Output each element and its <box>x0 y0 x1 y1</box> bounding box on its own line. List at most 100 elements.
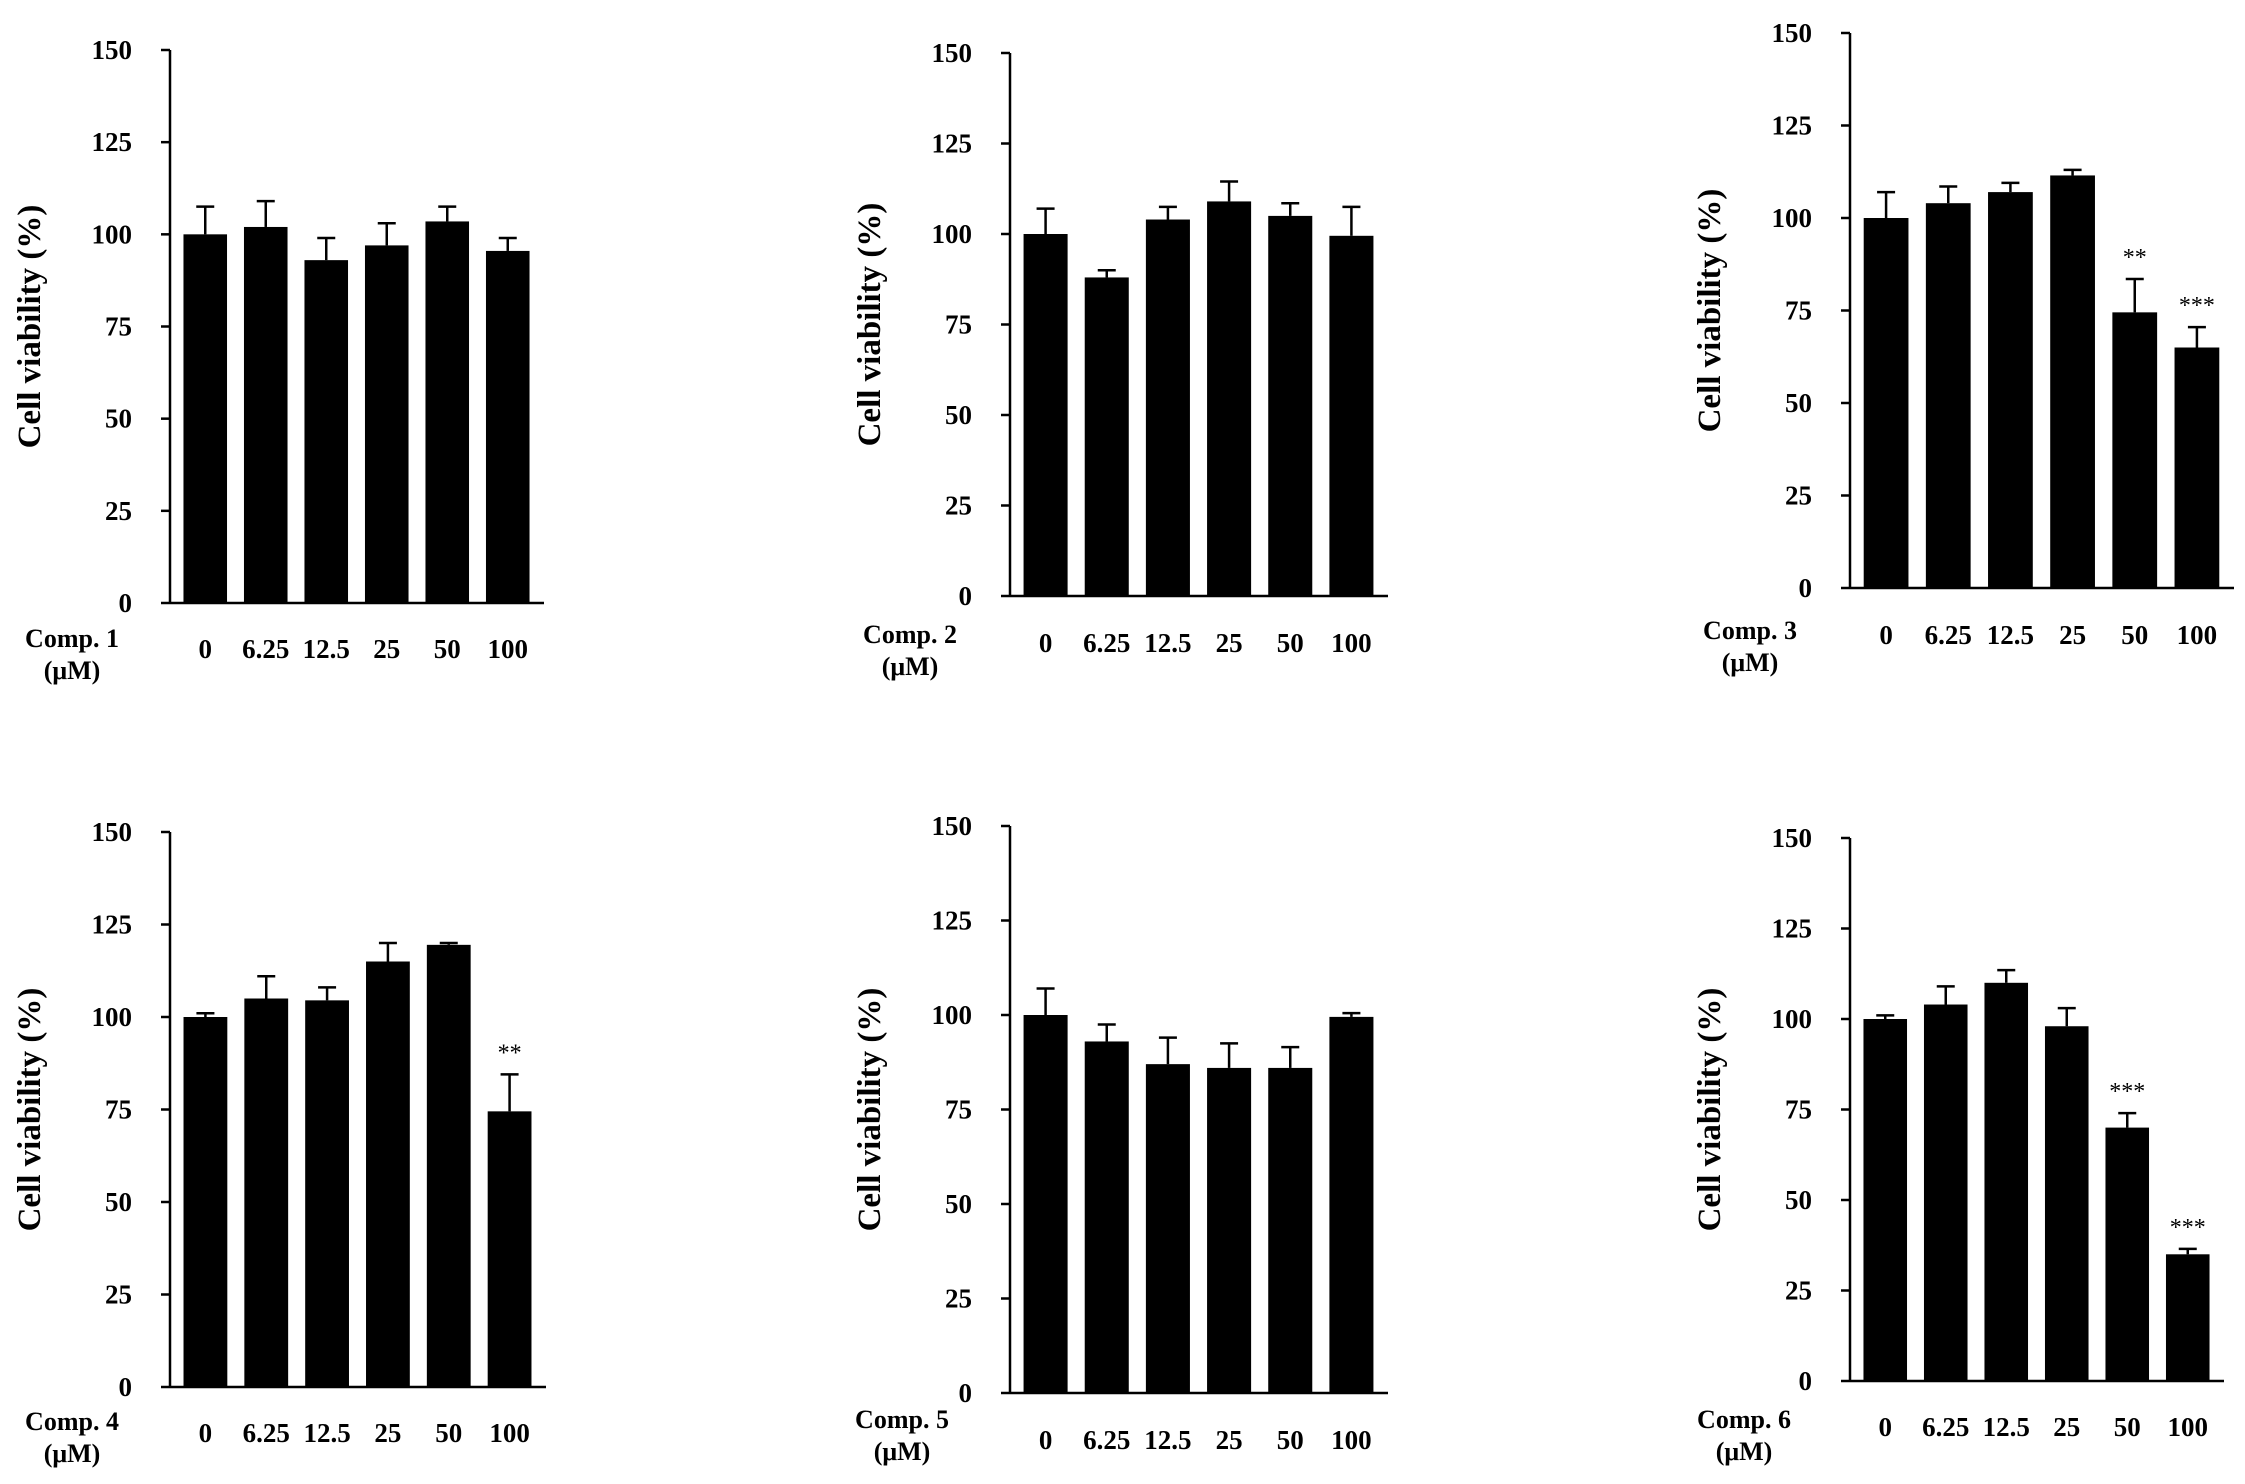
significance-label: *** <box>2179 293 2215 319</box>
x-tick-label: 25 <box>373 634 400 664</box>
unit-label: (μM) <box>44 656 101 685</box>
x-tick-label: 6.25 <box>1083 628 1130 658</box>
x-tick-label: 100 <box>488 634 529 664</box>
y-tick-label: 0 <box>119 1372 133 1402</box>
chart-panel-4: 0 25 50 75 100 125 150 Cell viability (%) 0 6.25 1… <box>12 817 546 1468</box>
bar-25 <box>2050 175 2095 588</box>
bar-6.25 <box>1084 1041 1129 1393</box>
y-tick-label: 125 <box>1772 111 1813 141</box>
bar-50 <box>2105 1127 2150 1381</box>
y-tick-label: 50 <box>1785 388 1812 418</box>
y-tick-label: 75 <box>105 1095 132 1125</box>
bar-12.5 <box>304 260 349 603</box>
unit-label: (μM) <box>882 652 939 681</box>
y-tick-label: 150 <box>92 35 133 65</box>
y-axis-title: Cell viability (%) <box>12 988 48 1232</box>
x-tick-label: 50 <box>1277 1425 1304 1455</box>
bar-50 <box>426 944 471 1387</box>
y-tick-label: 0 <box>1799 573 1813 603</box>
bar-100 <box>485 250 530 603</box>
significance-label: *** <box>2109 1079 2145 1105</box>
unit-label: (μM) <box>1716 1437 1773 1466</box>
bar-100 <box>487 1111 532 1387</box>
y-tick-label: 150 <box>932 811 973 841</box>
x-tick-label: 25 <box>1216 1425 1243 1455</box>
y-tick-label: 100 <box>92 1002 133 1032</box>
y-tick-label: 150 <box>1772 823 1813 853</box>
significance-label: *** <box>2170 1215 2206 1241</box>
x-tick-label: 12.5 <box>303 634 350 664</box>
x-tick-label: 12.5 <box>1983 1412 2030 1442</box>
unit-label: (μM) <box>874 1437 931 1466</box>
x-tick-label: 0 <box>1039 628 1053 658</box>
x-tick-label: 12.5 <box>1987 620 2034 650</box>
bar-6.25 <box>243 226 288 603</box>
unit-label: (μM) <box>44 1439 101 1468</box>
x-tick-label: 50 <box>435 1418 462 1448</box>
y-tick-label: 0 <box>959 1378 973 1408</box>
x-tick-label: 25 <box>1216 628 1243 658</box>
x-tick-label: 50 <box>1277 628 1304 658</box>
bar-12.5 <box>1988 192 2033 588</box>
bar-0 <box>183 1017 228 1387</box>
x-tick-label: 12.5 <box>1144 628 1191 658</box>
y-tick-label: 150 <box>92 817 133 847</box>
y-axis-title: Cell viability (%) <box>852 203 888 447</box>
group-label: Comp. 5 <box>855 1405 949 1434</box>
bar-6.25 <box>244 998 289 1387</box>
y-axis-title: Cell viability (%) <box>852 988 888 1232</box>
y-tick-label: 50 <box>945 1189 972 1219</box>
x-tick-label: 100 <box>489 1418 530 1448</box>
bar-25 <box>1207 1067 1252 1393</box>
bar-0 <box>1023 1015 1068 1393</box>
bar-12.5 <box>1145 219 1190 596</box>
x-tick-label: 25 <box>2059 620 2086 650</box>
x-tick-label: 0 <box>1879 620 1893 650</box>
bar-12.5 <box>1984 982 2029 1381</box>
bar-25 <box>2044 1026 2089 1381</box>
group-label: Comp. 1 <box>25 624 119 653</box>
y-tick-label: 0 <box>1799 1366 1813 1396</box>
x-tick-label: 6.25 <box>243 1418 290 1448</box>
y-tick-label: 150 <box>1772 18 1813 48</box>
x-tick-label: 100 <box>2177 620 2218 650</box>
y-tick-label: 75 <box>1785 296 1812 326</box>
significance-label: ** <box>2123 245 2147 271</box>
y-tick-label: 50 <box>105 404 132 434</box>
group-label: Comp. 4 <box>25 1407 119 1436</box>
x-tick-label: 0 <box>199 1418 213 1448</box>
bar-0 <box>1023 234 1068 596</box>
chart-panel-5: 0 25 50 75 100 125 150 Cell viability (%) 0 6.25 1… <box>852 811 1388 1466</box>
y-axis-title: Cell viability (%) <box>1692 988 1728 1232</box>
y-tick-label: 100 <box>1772 1004 1813 1034</box>
chart-panel-2: 0 25 50 75 100 125 150 Cell viability (%) 0 6.25 1… <box>852 38 1388 681</box>
x-tick-label: 0 <box>1879 1412 1893 1442</box>
bar-50 <box>2112 312 2158 588</box>
y-axis-title: Cell viability (%) <box>12 205 48 449</box>
x-tick-label: 100 <box>2168 1412 2209 1442</box>
y-tick-label: 75 <box>945 310 972 340</box>
bar-100 <box>1329 235 1374 596</box>
y-tick-label: 25 <box>1785 1276 1812 1306</box>
y-tick-label: 25 <box>945 1284 972 1314</box>
bar-6.25 <box>1923 1004 1968 1381</box>
bar-25 <box>364 245 409 604</box>
y-tick-label: 100 <box>932 219 973 249</box>
x-tick-label: 25 <box>2053 1412 2080 1442</box>
y-tick-label: 100 <box>92 219 133 249</box>
bar-100 <box>2165 1254 2210 1381</box>
y-tick-label: 125 <box>932 906 973 936</box>
y-axis-title: Cell viability (%) <box>1692 189 1728 433</box>
bar-100 <box>1329 1016 1374 1393</box>
y-tick-label: 100 <box>1772 203 1813 233</box>
y-tick-label: 50 <box>945 400 972 430</box>
x-tick-label: 6.25 <box>242 634 289 664</box>
bar-6.25 <box>1084 277 1129 596</box>
y-tick-label: 150 <box>932 38 973 68</box>
bar-0 <box>1863 1019 1908 1381</box>
x-tick-label: 6.25 <box>1083 1425 1130 1455</box>
x-tick-label: 12.5 <box>303 1418 350 1448</box>
bar-12.5 <box>1145 1064 1190 1393</box>
x-tick-label: 50 <box>434 634 461 664</box>
